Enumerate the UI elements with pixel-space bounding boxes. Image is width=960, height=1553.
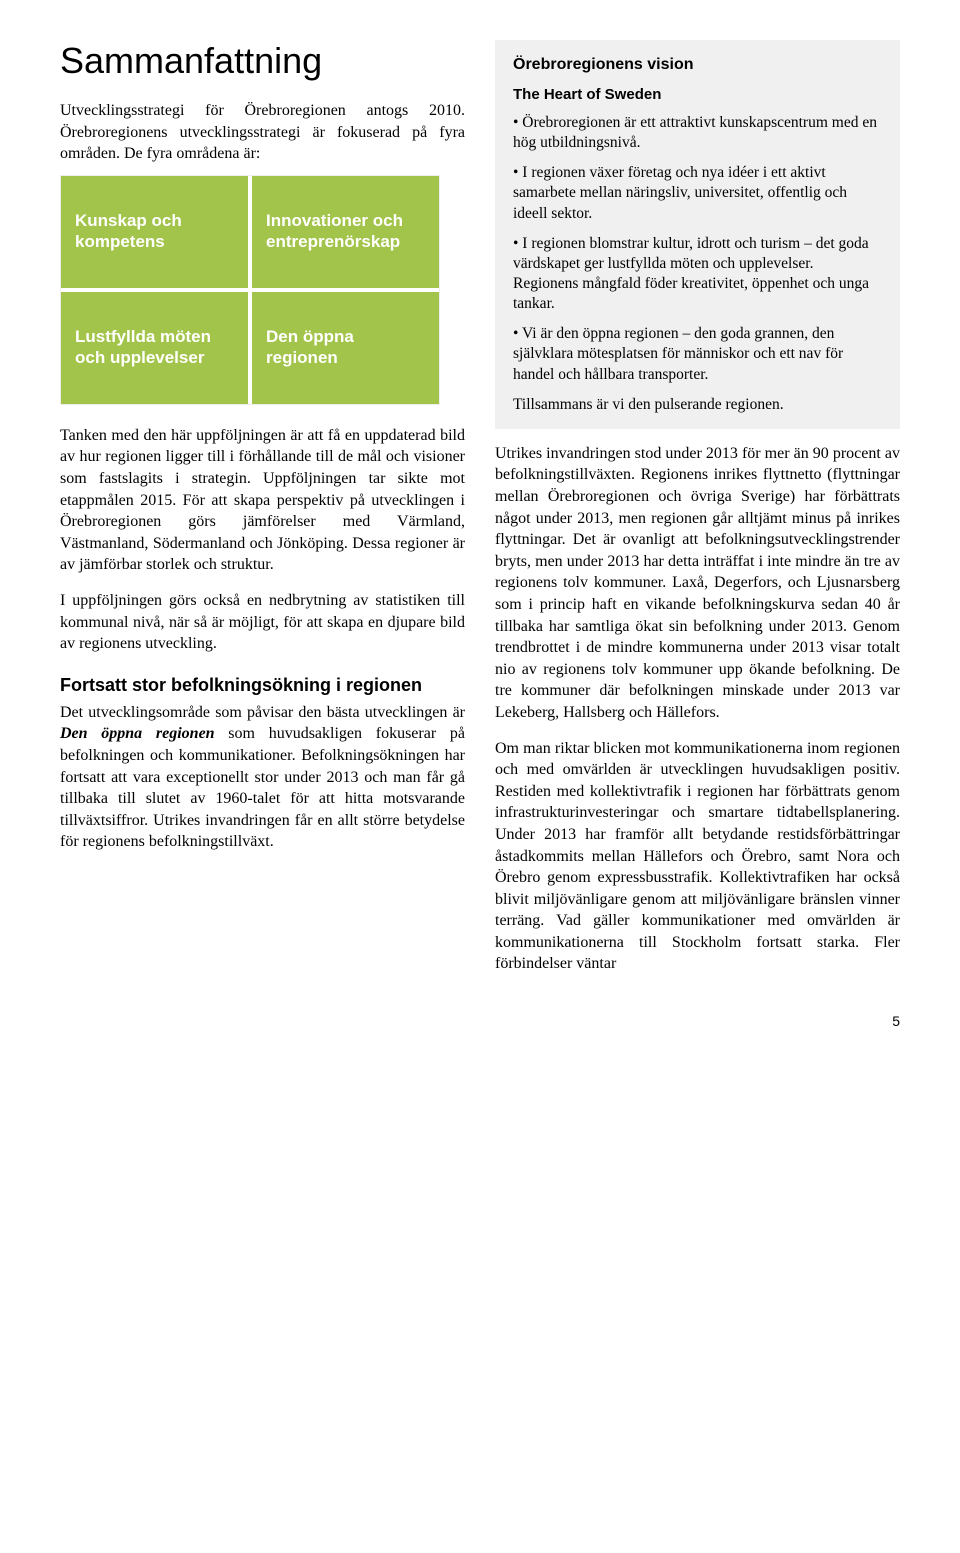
area-box-innovationer: Innovationer och entreprenörskap — [252, 176, 439, 288]
left-para-2: I uppföljningen görs också en nedbrytnin… — [60, 590, 465, 655]
vision-subheading: The Heart of Sweden — [513, 86, 882, 103]
vision-bullet-2: • I regionen växer företag och nya idéer… — [513, 163, 882, 223]
page-number: 5 — [892, 1013, 900, 1029]
intro-paragraph: Utvecklingsstrategi för Örebroregionen a… — [60, 100, 465, 165]
right-para-1: Utrikes invandringen stod under 2013 för… — [495, 443, 900, 724]
vision-bullet-4: • Vi är den öppna regionen – den goda gr… — [513, 324, 882, 384]
area-box-kunskap: Kunskap och kompetens — [61, 176, 248, 288]
left-p3-b: som huvudsakligen fokuserar på befolknin… — [60, 725, 465, 850]
vision-heading: Örebroregionens vision — [513, 56, 882, 74]
left-para-3: Det utvecklingsområde som påvisar den bä… — [60, 702, 465, 853]
area-box-oppna: Den öppna regionen — [252, 292, 439, 404]
left-para-1: Tanken med den här uppföljningen är att … — [60, 425, 465, 576]
vision-closing: Tillsammans är vi den pulserande regione… — [513, 395, 882, 415]
subheading-befolkning: Fortsatt stor befolkningsökning i region… — [60, 675, 465, 696]
left-p3-a: Det utvecklingsområde som påvisar den bä… — [60, 704, 465, 721]
area-box-lustfyllda: Lustfyllda möten och upplevelser — [61, 292, 248, 404]
vision-box: Örebroregionens vision The Heart of Swed… — [495, 40, 900, 429]
vision-bullet-1: • Örebroregionen är ett attraktivt kunsk… — [513, 113, 882, 153]
vision-bullet-3: • I regionen blomstrar kultur, idrott oc… — [513, 234, 882, 315]
page-title: Sammanfattning — [60, 40, 465, 82]
four-areas-grid: Kunskap och kompetens Innovationer och e… — [60, 175, 440, 405]
right-para-2: Om man riktar blicken mot kommunikatione… — [495, 738, 900, 976]
left-p3-em: Den öppna regionen — [60, 725, 215, 742]
